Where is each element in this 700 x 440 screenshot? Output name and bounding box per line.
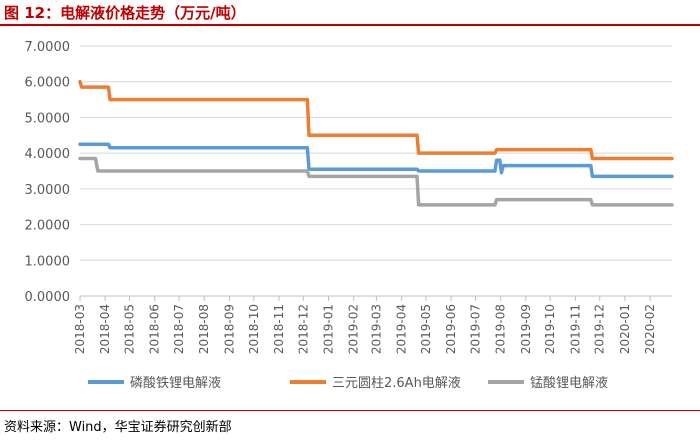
y-axis-tick-labels: 0.0000 1.0000 2.0000 3.0000 4.0000 5.0000 6.00… (25, 40, 71, 305)
x-tick-label: 2019-03 (369, 304, 383, 354)
source-note: 资料来源：Wind，华宝证券研究创新部 (4, 420, 232, 435)
y-tick-label: 3.0000 (25, 183, 71, 198)
x-tick-label: 2019-07 (468, 304, 482, 354)
x-tick-label: 2018-10 (247, 304, 261, 354)
x-tick-label: 2019-02 (347, 304, 361, 354)
y-tick-label: 0.0000 (25, 290, 71, 305)
legend-label: 磷酸铁锂电解液 (130, 376, 221, 391)
series-line (78, 79, 674, 161)
series-line (78, 142, 674, 179)
x-tick-label: 2019-04 (395, 304, 409, 354)
x-tick-label: 2018-04 (98, 304, 112, 354)
x-tick-label: 2019-01 (321, 304, 335, 354)
x-tick-label: 2020-02 (643, 304, 657, 354)
y-tick-label: 6.0000 (25, 76, 71, 91)
x-tick-label: 2019-08 (494, 304, 508, 354)
figure-title: 图 12：电解液价格走势（万元/吨） (4, 4, 246, 22)
x-tick-label: 2019-12 (593, 304, 607, 354)
x-tick-label: 2018-09 (222, 304, 236, 354)
x-axis (79, 295, 672, 301)
x-tick-label: 2019-10 (543, 304, 557, 354)
x-tick-label: 2018-06 (148, 304, 162, 354)
x-tick-label: 2019-06 (444, 304, 458, 354)
x-tick-label: 2018-08 (197, 304, 211, 354)
y-tick-label: 4.0000 (25, 147, 71, 162)
x-tick-label: 2018-05 (123, 304, 137, 354)
footer-rule (0, 410, 700, 411)
title-rule (0, 24, 700, 26)
series-line (78, 156, 674, 207)
x-tick-label: 2019-05 (419, 304, 433, 354)
series-lines (78, 79, 674, 207)
y-tick-label: 7.0000 (25, 40, 71, 55)
legend-label: 锰酸锂电解液 (530, 376, 608, 391)
x-tick-label: 2019-11 (568, 304, 582, 354)
legend: 磷酸铁锂电解液 三元圆柱2.6Ah电解液 锰酸锂电解液 (88, 376, 608, 391)
y-tick-label: 5.0000 (25, 111, 71, 126)
x-axis-tick-labels: 2018-03 2018-04 2018-05 2018-06 2018-07 2018-… (73, 304, 657, 354)
x-tick-label: 2018-11 (272, 304, 286, 354)
gridlines (80, 45, 672, 261)
line-chart: 0.0000 1.0000 2.0000 3.0000 4.0000 5.0000 6.00… (25, 40, 674, 391)
x-tick-label: 2020-01 (618, 304, 632, 354)
y-tick-label: 2.0000 (25, 219, 71, 234)
x-tick-label: 2019-09 (519, 304, 533, 354)
x-tick-label: 2018-12 (296, 304, 310, 354)
legend-label: 三元圆柱2.6Ah电解液 (332, 376, 461, 391)
x-tick-label: 2018-07 (172, 304, 186, 354)
x-tick-label: 2018-03 (73, 304, 87, 354)
y-tick-label: 1.0000 (25, 254, 71, 269)
